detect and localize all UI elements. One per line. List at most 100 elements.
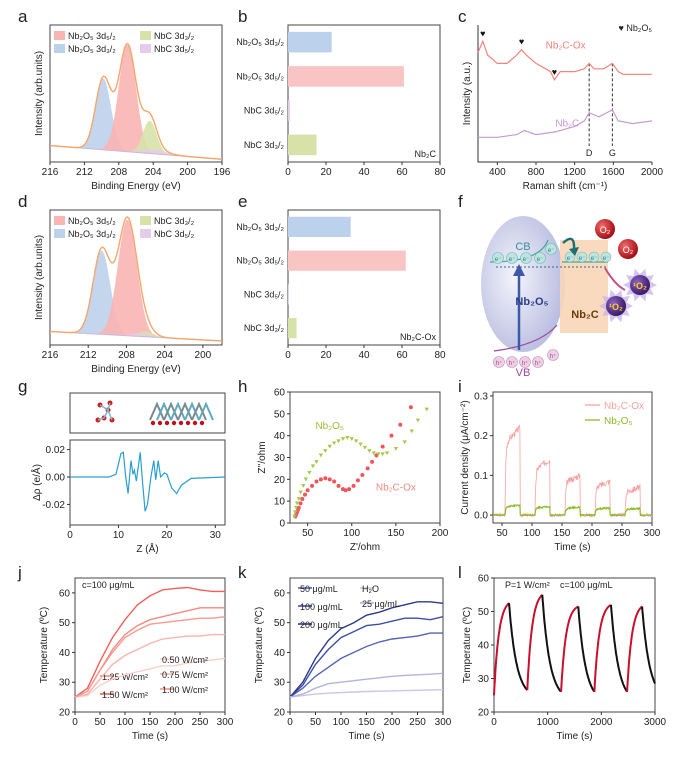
legend-label: NbC 3d₅/₂ <box>154 229 195 239</box>
nyquist-point <box>424 407 429 412</box>
raman-spectrum-line <box>478 109 653 138</box>
electron-icon <box>576 251 588 263</box>
x-axis-label: Time (s) <box>348 731 384 742</box>
bar <box>288 31 332 53</box>
nyquist-point <box>409 429 414 434</box>
x-tick-label: 200 <box>179 167 196 178</box>
legend-swatch <box>54 44 65 53</box>
y-axis-label: Temperature (ºC) <box>254 607 265 683</box>
nb2o5-peak-marker: ♥ <box>519 37 524 47</box>
plot-frame <box>49 209 223 346</box>
nyquist-point <box>343 488 348 493</box>
electron-icon <box>600 251 612 263</box>
electron-icon <box>564 251 576 263</box>
nb2c-lattice-bond <box>177 401 193 421</box>
panel-letter: d <box>18 192 27 211</box>
nb2o5-label: Nb₂O₅ <box>515 296 548 308</box>
legend-label: 25 μg/mL <box>362 599 400 609</box>
nyquist-point <box>301 484 306 488</box>
cb-label: CB <box>515 241 530 253</box>
legend-label: 0.50 W/cm² <box>162 655 208 665</box>
hole-label: h⁺ <box>509 360 516 367</box>
nyquist-point <box>367 449 372 453</box>
nyquist-point <box>376 452 381 457</box>
panel-letter: i <box>458 377 462 396</box>
series-label: Nb₂C <box>555 118 579 129</box>
y-tick-label: 10 <box>274 497 286 508</box>
x-tick-label: 300 <box>435 717 452 728</box>
oxygen-atom <box>171 420 177 426</box>
panel-letter: k <box>238 563 247 582</box>
x-tick-label: 800 <box>528 167 545 178</box>
electron-icon <box>545 243 557 255</box>
x-tick-label: 200 <box>195 350 212 361</box>
hole-icon <box>532 356 544 368</box>
y-tick-label: 20 <box>274 708 286 719</box>
y-tick-label: 0.00 <box>46 473 66 484</box>
category-label: NbC 3d₅/₂ <box>244 289 285 299</box>
cooling-curve <box>508 603 528 691</box>
series-label: Nb₂O₅ <box>315 421 343 432</box>
category-label: Nb₂O₅ 3d₃/₂ <box>236 37 284 47</box>
y-axis-label: Intensity (a.u.) <box>462 62 473 125</box>
nyquist-point <box>296 497 302 501</box>
y-tick-label: 40 <box>59 648 71 659</box>
nyquist-point <box>298 490 303 495</box>
hole-label: h⁺ <box>550 353 557 360</box>
nyquist-point <box>332 479 337 484</box>
electron-label: e⁻ <box>537 257 544 263</box>
bar <box>288 250 406 271</box>
nb2c-lattice-bond <box>198 401 214 421</box>
x-tick-label: 100 <box>343 528 360 539</box>
x-tick-label: 50 <box>302 528 314 539</box>
arrow-head <box>569 247 579 256</box>
hole-label: h⁺ <box>535 360 542 367</box>
nyquist-point <box>351 483 356 488</box>
nyquist-point <box>336 483 341 488</box>
y-axis-label: Temperature (ºC) <box>462 607 473 683</box>
vb-label: VB <box>516 367 531 379</box>
singlet-oxygen-icon <box>630 275 650 295</box>
nyquist-point <box>305 488 310 493</box>
x-tick-label: 212 <box>80 350 97 361</box>
x-axis-label: Time (s) <box>554 542 590 553</box>
y-tick-label: 50 <box>478 607 490 618</box>
x-tick-label: 250 <box>614 528 631 539</box>
legend-label: NbC 3d₃/₂ <box>154 216 195 226</box>
temperature-curve <box>289 632 443 698</box>
series-label: Nb₂C-Ox <box>376 482 416 493</box>
series-label: Nb₂C-Ox <box>546 40 586 51</box>
x-tick-label: 150 <box>142 717 159 728</box>
legend-label: 100 μg/mL <box>300 602 343 612</box>
nyquist-point <box>402 440 407 445</box>
panel-letter: j <box>17 563 22 582</box>
hole-icon <box>547 349 559 361</box>
electron-icon <box>520 252 532 264</box>
valence-band-line <box>493 324 558 352</box>
temperature-curve <box>74 607 225 698</box>
y-tick-label: 20 <box>274 475 286 486</box>
oxygen-molecule-icon <box>618 239 638 259</box>
electron-label: e⁻ <box>567 256 574 262</box>
x-tick-label: 3000 <box>644 717 667 728</box>
temperature-curve <box>289 616 444 698</box>
marker-legend: ♥ Nb₂O₅ <box>619 23 653 33</box>
x-tick-label: 300 <box>644 528 661 539</box>
panel-letter: b <box>238 7 247 26</box>
panel-letter: c <box>458 7 467 26</box>
nyquist-point <box>349 437 354 441</box>
oxygen-atom <box>164 420 170 426</box>
x-tick-label: 250 <box>409 717 426 728</box>
reference-line-label: D <box>586 148 593 158</box>
x-axis-label: Z'/ohm <box>350 542 380 553</box>
y-axis-label: Δρ (e/Å) <box>30 464 43 501</box>
legend-swatch <box>54 31 65 40</box>
oxygen-atom <box>178 420 184 426</box>
legend-label: 200 μg/mL <box>300 620 343 630</box>
oxygen-atom <box>192 420 198 426</box>
y-tick-label: 0.0 <box>474 511 488 522</box>
hole-label: h⁺ <box>496 360 503 367</box>
hole-label: h⁺ <box>522 360 529 367</box>
xps-plot <box>50 42 222 160</box>
reference-line-label: G <box>609 148 616 158</box>
